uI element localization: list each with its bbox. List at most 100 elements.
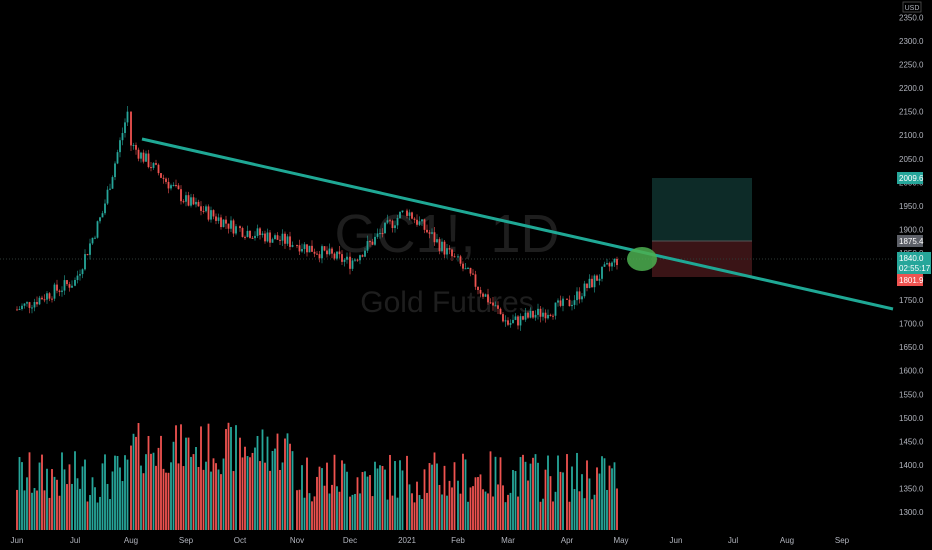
profit-zone[interactable] — [652, 178, 752, 241]
volume-bar — [142, 473, 145, 530]
candle-body — [202, 210, 205, 212]
candle-body — [336, 251, 338, 259]
candle-body — [135, 145, 137, 150]
candle-body — [568, 299, 571, 307]
volume-bar — [276, 433, 279, 530]
volume-bar — [406, 455, 408, 530]
y-tick-label: 1450.0 — [899, 437, 924, 446]
candle-body — [195, 201, 197, 205]
candle-body — [150, 167, 152, 169]
volume-bar — [182, 466, 185, 530]
volume-bar — [601, 456, 603, 530]
candle-body — [142, 152, 145, 162]
candle-body — [239, 226, 241, 229]
volume-bar — [359, 493, 361, 530]
candle-body — [271, 239, 274, 243]
currency-box[interactable] — [902, 1, 922, 13]
volume-bar — [251, 452, 254, 530]
candle-body — [185, 195, 187, 202]
volume-bar — [244, 446, 246, 530]
candle-body — [431, 232, 433, 234]
volume-bar — [119, 467, 121, 530]
candle-body — [487, 294, 489, 303]
volume-bar — [459, 493, 462, 530]
target-tag — [897, 172, 923, 184]
candle-body — [544, 312, 547, 319]
volume-bar — [51, 469, 53, 530]
candle-body — [328, 248, 331, 255]
candle-body — [81, 269, 84, 275]
y-tick-label: 1650.0 — [899, 343, 924, 352]
candle-body — [616, 258, 618, 266]
candle-body — [96, 221, 99, 238]
candle-body — [147, 153, 150, 168]
candle-body — [559, 300, 562, 306]
candle-body — [343, 259, 346, 262]
volume-bar — [441, 494, 443, 530]
volume-bar — [608, 465, 611, 530]
volume-bar — [291, 451, 294, 530]
volume-bar — [227, 422, 230, 530]
candle-body — [89, 243, 91, 255]
volume-bar — [53, 476, 56, 530]
volume-bar — [529, 463, 532, 530]
candle-body — [222, 219, 225, 228]
candle-body — [504, 320, 507, 322]
candle-body — [542, 312, 544, 317]
volume-bar — [303, 497, 306, 530]
candle-body — [408, 212, 411, 216]
y-tick-label: 2150.0 — [899, 108, 924, 117]
volume-bar — [361, 472, 364, 530]
candle-body — [354, 259, 356, 261]
volume-bar — [215, 463, 217, 530]
x-tick-label: Feb — [451, 536, 465, 545]
candle-body — [190, 197, 192, 206]
candle-body — [613, 258, 616, 263]
volume-bar — [130, 445, 132, 530]
volume-bar — [596, 467, 598, 530]
volume-bar — [210, 471, 212, 530]
candle-body — [264, 233, 266, 242]
volume-bar — [202, 469, 205, 530]
volume-bar — [313, 496, 316, 530]
volume-bar — [68, 464, 71, 530]
volume-bar — [301, 465, 303, 530]
candle-body — [106, 189, 109, 204]
x-tick-label: Mar — [501, 536, 515, 545]
trendline[interactable] — [141, 137, 894, 311]
volume-bar — [366, 476, 369, 530]
volume-bar — [399, 460, 401, 530]
volume-bar — [549, 476, 552, 530]
x-tick-label: May — [613, 536, 628, 545]
volume-bar — [522, 454, 524, 530]
volume-bar — [346, 471, 348, 530]
candle-body — [274, 235, 276, 240]
candle-body — [227, 223, 230, 229]
highlight-ellipse[interactable] — [627, 247, 657, 271]
candle-body — [426, 229, 428, 233]
candle-body — [562, 298, 564, 306]
candle-body — [303, 244, 306, 249]
candle-body — [313, 251, 316, 254]
candle-body — [21, 305, 23, 310]
candle-body — [451, 249, 453, 257]
candle-body — [421, 219, 423, 222]
volume-bar — [145, 454, 147, 530]
candle-body — [291, 245, 294, 247]
watermark-name: Gold Futures — [360, 286, 533, 319]
volume-bar — [474, 477, 477, 530]
y-tick-label: 2300.0 — [899, 37, 924, 46]
y-tick-label: 1350.0 — [899, 484, 924, 493]
volume-bar — [386, 499, 389, 530]
candle-body — [443, 241, 446, 255]
time-axis[interactable]: Jun Jul Aug Sep Oct Nov Dec 2021 Feb Mar Apr May Jun… — [11, 536, 850, 545]
volume-bar — [494, 456, 497, 530]
x-tick-label: 2021 — [398, 536, 416, 545]
volume-bar — [16, 489, 18, 530]
last-price-tag-text: 1840.0 — [899, 254, 924, 263]
volume-bar — [443, 465, 446, 530]
volume-bar — [318, 466, 321, 530]
volume-bar — [160, 435, 162, 530]
volume-bar — [239, 437, 241, 530]
